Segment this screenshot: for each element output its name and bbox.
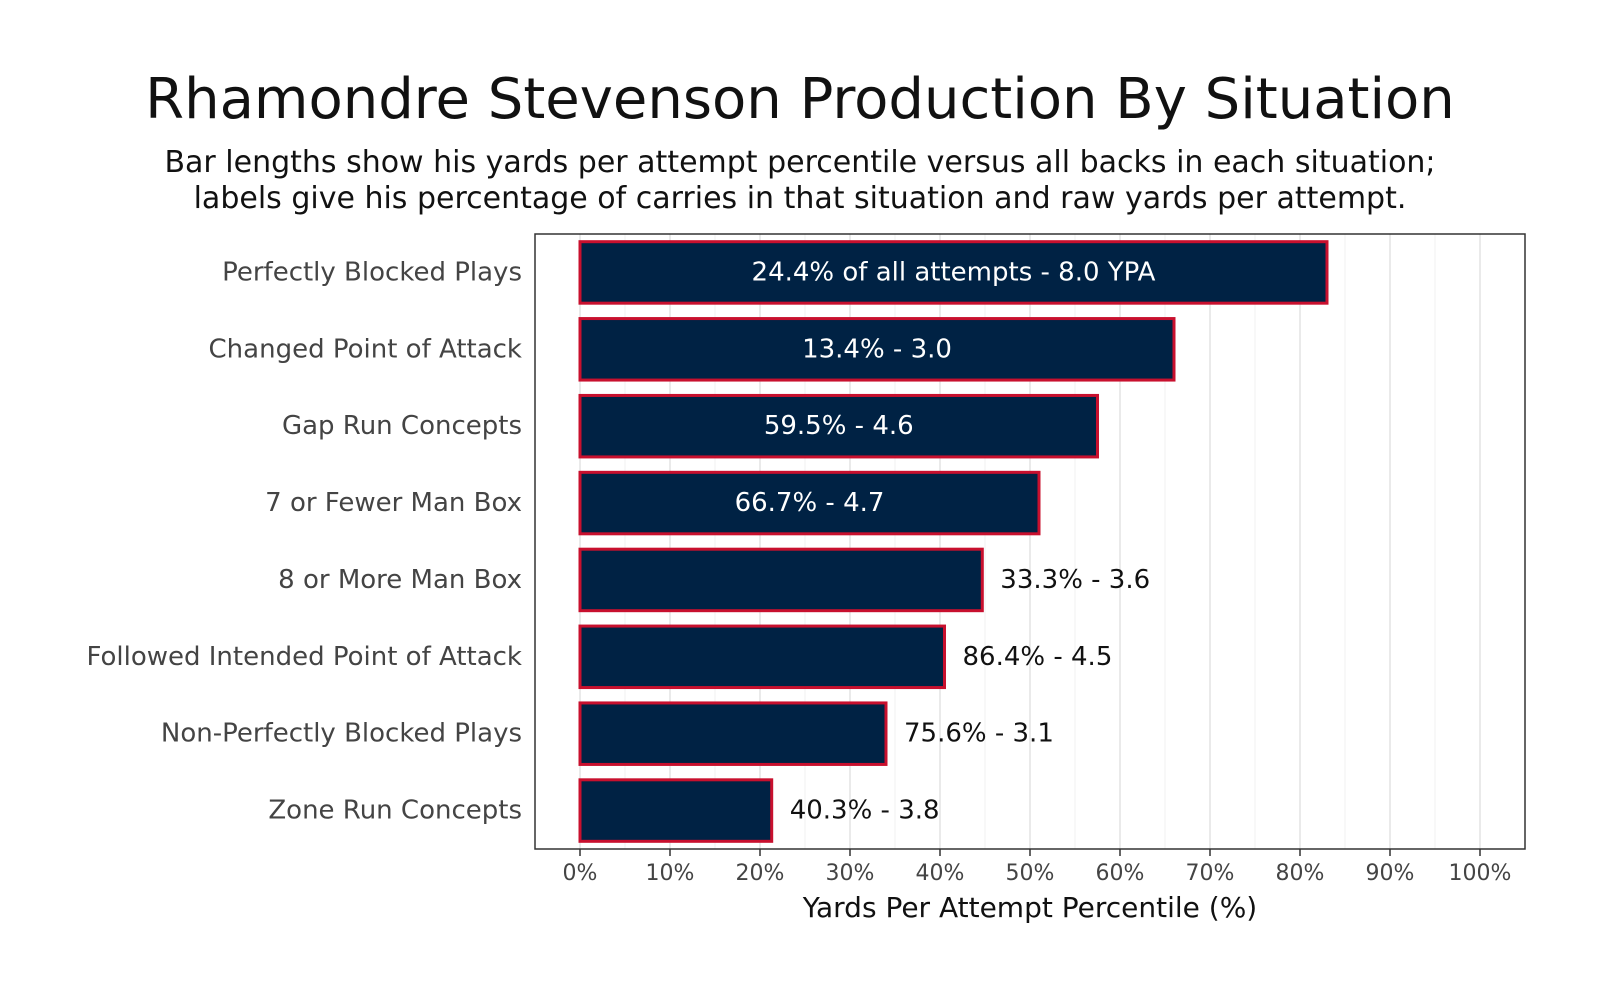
data-label: 13.4% - 3.0 [802,334,952,364]
chart-title: Rhamondre Stevenson Production By Situat… [145,67,1455,132]
data-label: 33.3% - 3.6 [1000,565,1150,595]
bar [578,317,1176,382]
category-label: Changed Point of Attack [209,334,522,364]
data-label: 40.3% - 3.8 [790,796,940,826]
tick-label: 0% [563,861,598,886]
tick-label: 60% [1096,861,1145,886]
category-label: Non-Perfectly Blocked Plays [161,719,522,749]
tick-label: 10% [646,861,695,886]
category-labels: Perfectly Blocked Plays Changed Point of … [86,257,522,825]
data-label: 75.6% - 3.1 [904,719,1054,749]
tick-label: 50% [1006,861,1055,886]
tick-label: 70% [1186,861,1235,886]
bar [578,547,984,613]
chart-subtitle-line-1: Bar lengths show his yards per attempt p… [164,145,1435,180]
category-label: 7 or Fewer Man Box [265,488,522,518]
bars: 24.4% of all attempts - 8.0 YPA 13.4% - 3… [578,240,1329,843]
tick-label: 30% [826,861,875,886]
bar [578,778,774,843]
tick-label: 90% [1366,861,1415,886]
bar [578,624,946,690]
bar [578,701,888,766]
category-label: Perfectly Blocked Plays [222,257,522,287]
category-label: Followed Intended Point of Attack [86,642,522,672]
bar [578,240,1329,305]
data-label: 86.4% - 4.5 [963,642,1113,672]
data-label: 24.4% of all attempts - 8.0 YPA [752,257,1156,287]
x-axis-ticks: 0% 10% 20% 30% 40% 50% 60% 70% 80% 90% 100% [563,849,1512,886]
category-label: Gap Run Concepts [282,411,522,441]
bar [578,393,1099,459]
x-axis-label: Yards Per Attempt Percentile (%) [802,891,1257,924]
category-label: Zone Run Concepts [268,796,522,826]
chart-subtitle-line-2: labels give his percentage of carries in… [194,181,1407,216]
tick-label: 40% [916,861,965,886]
tick-label: 20% [736,861,785,886]
category-label: 8 or More Man Box [278,565,522,595]
tick-label: 80% [1276,861,1325,886]
bar [578,470,1041,536]
data-label: 59.5% - 4.6 [764,411,914,441]
tick-label: 100% [1449,861,1512,886]
data-label: 66.7% - 4.7 [735,488,885,518]
